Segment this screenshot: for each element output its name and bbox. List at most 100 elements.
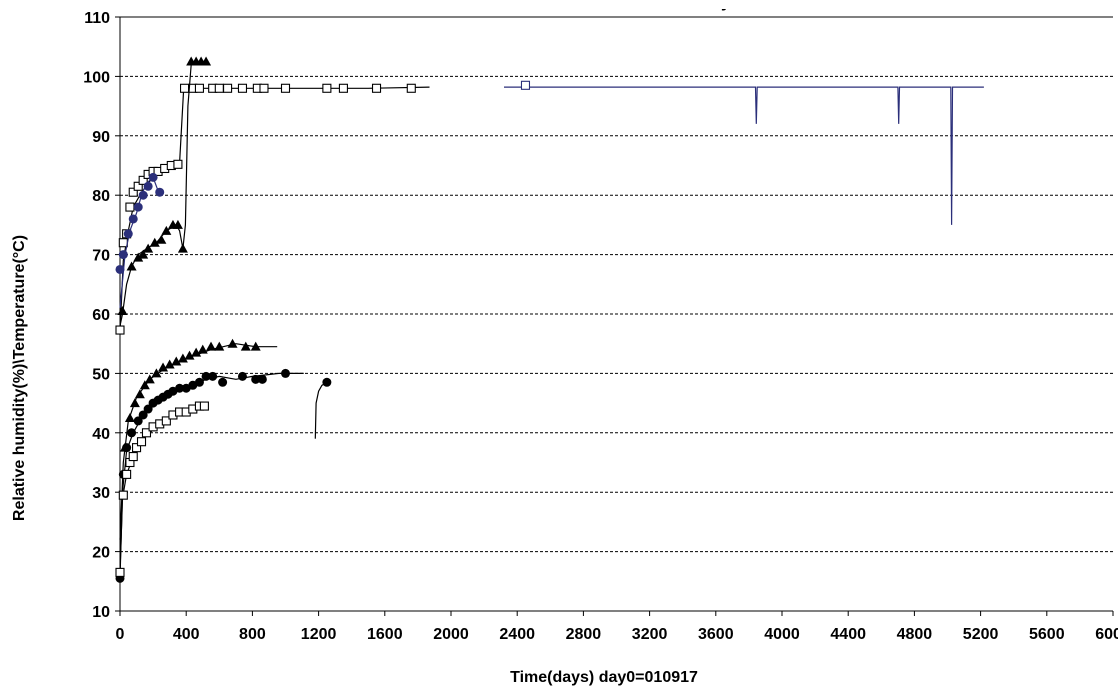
data-point-triangle: [201, 56, 212, 66]
data-point-triangle: [129, 398, 140, 408]
x-tick-label: 1600: [367, 626, 403, 643]
data-point-circle: [201, 371, 211, 381]
data-point-square: [141, 428, 152, 438]
series-8: [314, 377, 332, 439]
data-point-triangle: [144, 374, 155, 384]
data-point-square: [118, 490, 128, 500]
data-point-triangle: [206, 341, 217, 351]
data-point-square: [133, 181, 143, 191]
data-point-triangle: [149, 237, 160, 247]
x-tick-label: 2400: [499, 626, 535, 643]
data-point-circle: [322, 377, 332, 387]
data-point-square: [132, 443, 142, 453]
x-tick-label: 0: [116, 626, 125, 643]
data-point-triangle: [191, 347, 202, 357]
y-tick-label: 30: [92, 485, 110, 502]
x-tick-label: 3200: [632, 626, 668, 643]
series-6: [115, 368, 304, 583]
series-5: [119, 338, 278, 540]
data-point-triangle: [156, 234, 167, 244]
data-point-circle: [148, 172, 158, 182]
data-point-triangle: [138, 249, 149, 259]
x-tick-label: 800: [239, 626, 266, 643]
data-point-triangle: [124, 412, 135, 422]
data-point-square: [322, 83, 332, 93]
x-tick-label: 4400: [830, 626, 866, 643]
series-line: [314, 381, 328, 439]
data-point-square: [406, 83, 416, 93]
data-point-square: [128, 187, 138, 197]
data-point-triangle: [172, 219, 183, 229]
x-tick-label: 4000: [764, 626, 800, 643]
data-point-square: [115, 567, 125, 577]
data-point-triangle: [133, 252, 144, 262]
data-point-square: [136, 437, 147, 447]
x-tick-label: 5600: [1029, 626, 1065, 643]
data-point-triangle: [126, 261, 137, 271]
y-tick-label: 70: [92, 248, 110, 265]
x-axis-title: Time(days) day0=010917: [510, 669, 698, 686]
data-point-circle: [122, 443, 132, 453]
data-point-triangle: [151, 368, 162, 378]
data-point-circle: [127, 428, 137, 438]
data-point-circle: [251, 374, 261, 384]
data-point-triangle: [117, 306, 128, 316]
data-point-square: [199, 401, 209, 411]
data-point-square: [371, 83, 382, 93]
data-point-circle: [133, 416, 143, 426]
y-tick-label: 20: [92, 545, 110, 562]
series-line: [119, 86, 430, 332]
data-point-triangle: [143, 243, 154, 253]
data-point-triangle: [214, 341, 225, 351]
data-point-square: [118, 238, 128, 248]
data-point-circle: [143, 181, 153, 191]
y-tick-label: 90: [92, 129, 110, 146]
series-7: [115, 401, 209, 577]
data-point-square: [179, 83, 190, 93]
y-tick-label: 100: [83, 69, 110, 86]
data-point-square: [223, 83, 233, 93]
data-point-square: [259, 83, 269, 93]
x-tick-label: 2800: [566, 626, 602, 643]
x-tick-label: 400: [173, 626, 200, 643]
data-point-circle: [208, 371, 218, 381]
y-tick-label: 60: [92, 307, 110, 324]
data-point-square: [280, 83, 291, 93]
data-point-triangle: [197, 344, 208, 354]
series-line: [504, 86, 984, 225]
y-tick-label: 50: [92, 366, 110, 383]
data-point-square: [128, 452, 138, 462]
x-tick-label: 2000: [433, 626, 469, 643]
data-point-circle: [218, 377, 228, 387]
data-point-triangle: [139, 380, 150, 390]
data-point-square: [194, 83, 204, 93]
series-2: [504, 80, 984, 225]
y-tick-label: 10: [92, 604, 110, 621]
data-point-square: [122, 469, 132, 479]
data-point-triangle: [227, 338, 238, 348]
x-tick-label: 1200: [301, 626, 337, 643]
data-point-circle: [138, 190, 148, 200]
data-point-triangle: [177, 243, 188, 253]
gridlines: [120, 75, 1113, 553]
chart-title: Relative humidity - Valoda: [590, 0, 801, 11]
data-point-circle: [138, 410, 148, 420]
data-point-triangle: [250, 341, 261, 351]
series-line: [119, 372, 304, 579]
data-point-circle: [123, 229, 133, 239]
series-1: [115, 83, 430, 335]
data-point-square: [520, 80, 531, 90]
data-point-triangle: [177, 353, 188, 363]
axes: 10 20 30 40 50 60 70 80 90 100 110 0 400 800 1200 1600 2…: [83, 10, 1118, 643]
data-point-circle: [118, 250, 128, 260]
data-point-square: [338, 83, 348, 93]
data-point-square: [173, 159, 183, 169]
data-point-circle: [155, 187, 165, 197]
data-point-square: [214, 83, 224, 93]
data-point-circle: [115, 264, 125, 274]
data-point-triangle: [240, 341, 251, 351]
y-axis-title: Relative humidity(%)\Temperature(°C): [11, 235, 28, 521]
x-tick-label: 6000: [1095, 626, 1118, 643]
series-4: [115, 172, 165, 309]
